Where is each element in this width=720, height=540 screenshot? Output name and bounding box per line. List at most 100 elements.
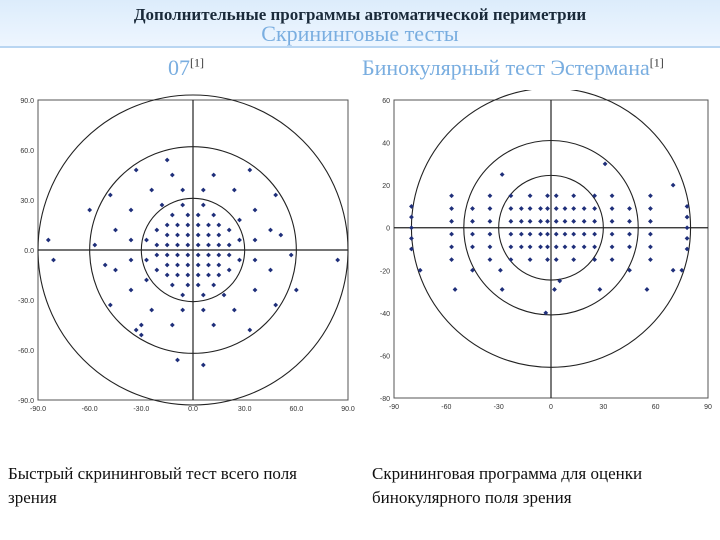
left-test-point (195, 212, 201, 218)
right-test-point (538, 244, 543, 250)
right-test-point (452, 287, 458, 292)
left-test-point (200, 187, 206, 193)
right-test-point (538, 231, 543, 237)
right-test-point (487, 231, 493, 237)
right-y-tick-label: -60 (380, 353, 390, 360)
left-test-point (164, 222, 170, 228)
left-test-point (164, 232, 170, 238)
right-test-point (508, 244, 514, 250)
left-test-point (175, 357, 180, 363)
left-test-point (185, 212, 191, 218)
left-y-tick-label: 60.0 (20, 148, 34, 155)
right-test-point (508, 193, 514, 199)
right-test-point (449, 244, 454, 250)
right-test-point (553, 193, 559, 199)
right-test-point (527, 244, 533, 250)
right-test-point (684, 214, 690, 220)
left-test-point (107, 192, 113, 198)
right-test-point (581, 218, 587, 224)
right-test-point (545, 193, 550, 199)
left-test-point (164, 157, 170, 163)
left-test-point (211, 172, 217, 178)
right-test-point (499, 287, 505, 292)
right-test-ref: [1] (649, 55, 664, 70)
right-test-point (602, 161, 608, 167)
left-x-tick-label: -90.0 (30, 406, 46, 413)
right-test-point (609, 257, 615, 263)
left-test-point (169, 172, 175, 178)
left-test-point (175, 222, 180, 228)
right-test-point (527, 257, 533, 263)
right-test-point (527, 231, 533, 237)
right-test-point (487, 193, 493, 199)
left-test-point (206, 242, 211, 248)
right-test-point (545, 206, 550, 211)
right-test-point (518, 218, 524, 224)
right-test-point (487, 206, 493, 211)
right-test-point (538, 218, 543, 224)
right-test-point (487, 218, 493, 224)
left-test-point (185, 232, 191, 238)
right-test-point (518, 244, 524, 250)
right-x-tick-label: 30 (599, 404, 607, 411)
left-test-point (169, 212, 175, 218)
right-test-point (627, 206, 632, 211)
left-test-point (92, 242, 98, 248)
right-test-point (581, 244, 587, 250)
right-test-point (553, 206, 559, 211)
left-test-point (133, 167, 139, 173)
right-test-point (449, 218, 454, 224)
right-test-point (648, 218, 653, 224)
left-test-point (195, 232, 201, 238)
right-test-point (487, 257, 493, 263)
right-test-point (545, 231, 550, 237)
right-test-point (644, 287, 650, 292)
left-test-point (180, 187, 186, 193)
left-test-point (149, 187, 155, 193)
right-y-tick-label: 0 (386, 226, 390, 233)
left-y-tick-label: -30.0 (18, 298, 34, 305)
right-test-point (648, 206, 653, 211)
left-test-label: 07 (168, 55, 190, 80)
right-test-point (609, 206, 615, 211)
left-test-point (278, 232, 284, 238)
right-caption: Скрининговая программа для оценки биноку… (372, 464, 643, 507)
left-test-point (185, 242, 191, 248)
left-x-tick-label: 90.0 (341, 406, 355, 413)
right-test-point (409, 225, 414, 231)
right-test-point (609, 218, 615, 224)
left-test-name: 07[1] (168, 55, 204, 81)
left-y-tick-label: -90.0 (18, 398, 34, 405)
right-test-point (670, 267, 676, 273)
left-test-point (268, 227, 273, 233)
right-test-point (562, 206, 568, 211)
left-test-point (128, 207, 134, 213)
right-x-tick-label: 0 (549, 404, 553, 411)
right-test-point (449, 193, 454, 199)
right-test-point (648, 244, 653, 250)
left-test-point (175, 242, 180, 248)
left-test-point (273, 192, 279, 198)
right-test-point (527, 206, 533, 211)
right-y-tick-label: 20 (382, 183, 390, 190)
right-test-point (609, 244, 615, 250)
right-test-point (592, 206, 598, 211)
left-test-point (87, 207, 93, 213)
right-test-point (592, 244, 598, 250)
right-test-point (648, 257, 653, 263)
right-test-point (562, 218, 568, 224)
right-test-point (508, 257, 514, 263)
right-test-point (627, 244, 632, 250)
right-test-point (609, 231, 615, 237)
left-test-point (195, 242, 201, 248)
right-test-point (409, 214, 414, 220)
page-title: Дополнительные программы автоматической … (133, 5, 587, 24)
right-test-point (571, 193, 577, 199)
right-test-point (684, 204, 690, 209)
right-x-tick-label: -90 (389, 404, 399, 411)
right-x-tick-label: -60 (441, 404, 451, 411)
left-x-tick-label: -30.0 (133, 406, 149, 413)
left-caption: Быстрый скрининговый тест всего поля зре… (8, 464, 297, 507)
right-test-point (409, 246, 414, 252)
right-y-tick-label: -80 (380, 396, 390, 403)
